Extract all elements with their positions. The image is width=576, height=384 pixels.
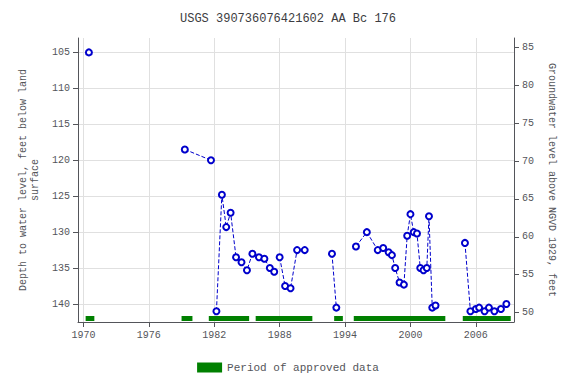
svg-text:135: 135 bbox=[52, 263, 70, 274]
svg-text:1970: 1970 bbox=[71, 330, 95, 341]
svg-text:80: 80 bbox=[522, 80, 534, 91]
svg-text:1994: 1994 bbox=[333, 330, 357, 341]
svg-text:125: 125 bbox=[52, 191, 70, 202]
svg-text:50: 50 bbox=[522, 307, 534, 318]
svg-text:surface: surface bbox=[30, 159, 41, 201]
svg-text:105: 105 bbox=[52, 47, 70, 58]
svg-text:Groundwater level above NGVD 1: Groundwater level above NGVD 1929, feet bbox=[546, 63, 557, 297]
svg-text:65: 65 bbox=[522, 193, 534, 204]
svg-text:1982: 1982 bbox=[202, 330, 226, 341]
svg-text:2000: 2000 bbox=[398, 330, 422, 341]
svg-text:115: 115 bbox=[52, 119, 70, 130]
svg-text:USGS 390736076421602 AA Bc 176: USGS 390736076421602 AA Bc 176 bbox=[180, 12, 396, 26]
svg-text:55: 55 bbox=[522, 269, 534, 280]
svg-text:1976: 1976 bbox=[137, 330, 161, 341]
svg-text:120: 120 bbox=[52, 155, 70, 166]
svg-text:60: 60 bbox=[522, 231, 534, 242]
svg-text:Depth to water level, feet bel: Depth to water level, feet below land bbox=[18, 69, 29, 291]
svg-text:70: 70 bbox=[522, 156, 534, 167]
svg-text:75: 75 bbox=[522, 118, 534, 129]
svg-text:1988: 1988 bbox=[268, 330, 292, 341]
svg-text:85: 85 bbox=[522, 42, 534, 53]
svg-text:110: 110 bbox=[52, 83, 70, 94]
svg-text:140: 140 bbox=[52, 299, 70, 310]
svg-text:2006: 2006 bbox=[464, 330, 488, 341]
svg-text:130: 130 bbox=[52, 227, 70, 238]
svg-text:Period of approved data: Period of approved data bbox=[227, 362, 379, 374]
